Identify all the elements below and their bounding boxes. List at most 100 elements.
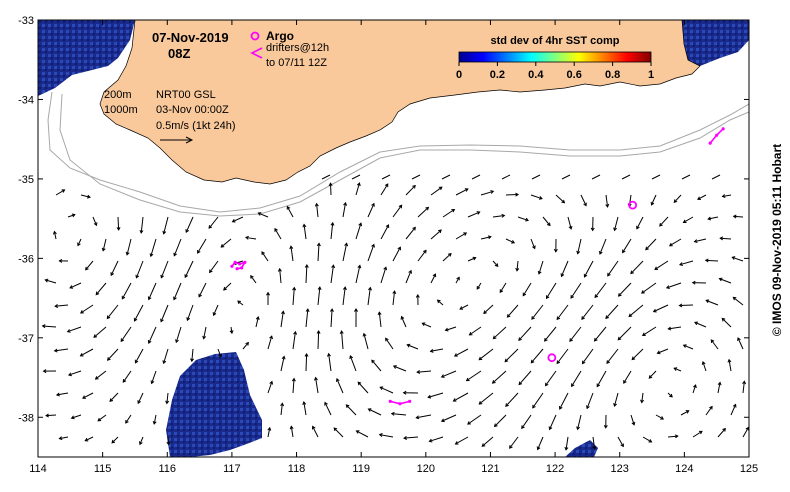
current-vector [454,348,469,357]
current-vector-head [560,273,565,278]
current-vector-head [731,256,736,260]
current-vector [107,348,119,361]
y-axis: -33 -34 -35 -36 -37 -38 [18,15,749,424]
current-vector-head [277,267,282,272]
current-vector-head [428,438,433,443]
current-vector-head [400,315,405,320]
current-vector-head [465,377,470,382]
current-vector-head [367,408,372,412]
current-vector [126,238,132,255]
current-vector [324,402,332,416]
current-vector-head [472,256,477,261]
current-vector-head [138,441,143,446]
current-vector [430,348,444,352]
drifter-legend-label: drifters@12h [266,42,329,54]
current-vector [430,229,442,240]
current-vector [522,282,532,296]
current-vector-head [667,326,672,331]
current-vector [728,359,732,372]
current-vector [405,227,416,240]
current-vector [134,304,144,322]
current-vector-head [603,424,608,429]
current-vector [673,367,682,372]
current-vector-head [55,392,60,397]
current-vector [481,436,494,447]
current-vector [102,238,107,251]
current-vector [679,260,694,266]
current-vector [530,238,536,249]
current-vector-head [506,314,511,318]
current-vector-head [421,322,426,327]
current-vector-head [122,379,127,383]
current-vector [67,214,75,218]
current-vector-head [564,446,569,451]
current-vector [55,189,65,196]
current-vector [97,414,107,422]
current-vector [492,370,507,384]
current-vector [336,378,344,394]
current-vector [342,287,346,306]
current-vector-head [343,201,348,206]
current-vector [594,282,607,298]
current-vector-head [737,337,741,342]
current-vector [184,260,194,278]
colorbar: std dev of 4hr SST comp 0 0.2 0.4 0.6 0.8 1 [456,35,654,81]
current-vector [166,392,169,404]
current-vector [341,331,344,350]
current-vector-head [650,201,655,206]
current-vector-head [281,355,286,360]
current-vector [683,216,694,223]
current-vector [342,243,348,262]
current-vector-head [406,343,411,348]
current-vector [455,436,469,445]
current-vector-head [596,383,601,388]
current-vector-head [371,202,375,207]
current-vector-head [291,377,296,382]
current-vector-head [487,235,492,240]
current-vector-head [722,427,726,432]
current-vector [217,348,222,357]
current-vector-head [331,264,336,269]
current-vector [580,194,587,206]
current-vector-head [606,360,610,364]
current-vector [428,392,444,398]
current-vector-head [732,403,737,408]
current-vector-head [58,258,63,263]
current-vector [355,182,360,196]
colorbar-tick-label: 0.2 [490,69,505,81]
current-vector-head [518,337,522,342]
current-vector [279,268,282,284]
current-vector-head [208,225,213,229]
current-vector [317,287,321,306]
current-vector-head [583,202,587,207]
current-vector-head [339,330,344,334]
current-vector-head [134,359,139,364]
current-vector [631,348,644,360]
current-vector [683,344,694,350]
current-vector [417,370,432,373]
current-vector [286,206,294,218]
current-vector [630,260,644,274]
current-vector-head [385,337,389,342]
current-vector-head [85,266,89,271]
current-vector-head [314,376,318,381]
current-vector-head [58,436,63,441]
current-vector-head [333,427,338,432]
current-vector-head [289,245,294,250]
current-vector [584,260,594,278]
current-vector-head [483,310,487,315]
current-vector [742,381,745,394]
current-vector [605,304,619,319]
current-vector-head [274,227,278,232]
current-vector [198,282,207,297]
current-vector-head [476,285,481,290]
current-vector-head [592,445,597,450]
current-vector [618,282,632,297]
current-vector [530,348,544,364]
current-vector [614,216,619,231]
current-vector [53,231,57,240]
current-vector [537,436,544,450]
current-vector-head [121,295,126,300]
current-vector [545,370,557,386]
current-vector-head [378,433,383,437]
